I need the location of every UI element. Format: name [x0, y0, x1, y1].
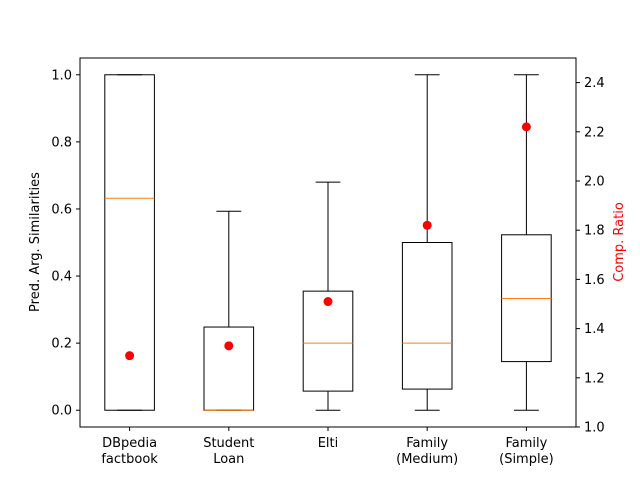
right-axis-ticks: 1.0 1.2 1.4 1.6 1.8 2.0 2.2 2.4: [576, 76, 605, 436]
iqr-box: [203, 326, 255, 411]
left-axis-ticks: 0.0 0.2 0.4 0.6 0.8 1.0: [51, 68, 80, 419]
iqr-box: [104, 74, 155, 411]
box-plot: [501, 74, 552, 411]
y2-tick-label: 1.0: [584, 421, 605, 436]
y2-tick-label: 1.6: [584, 273, 605, 288]
y2-axis-label: Comp. Ratio: [612, 202, 627, 282]
y-tick-label: 0.0: [51, 404, 72, 419]
iqr-box: [401, 242, 453, 390]
iqr-box: [302, 290, 354, 392]
y2-tick-label: 1.2: [584, 371, 605, 386]
x-tick-label: DBpedia factbook: [101, 436, 158, 467]
y2-tick-label: 2.2: [584, 125, 605, 140]
y2-tick-label: 2.0: [584, 175, 605, 190]
y-tick-label: 0.6: [51, 202, 72, 217]
x-tick-label: Family (Simple): [499, 436, 554, 467]
x-tick-label: Student Loan: [203, 436, 254, 467]
x-axis-ticks: DBpedia factbook Student Loan Elti Family (Med…: [101, 427, 554, 467]
y2-tick-label: 1.4: [584, 322, 605, 337]
comp-ratio-point: [125, 351, 135, 361]
boxes-layer: [104, 74, 552, 411]
comp-ratio-markers: [125, 122, 531, 361]
y2-tick-label: 1.8: [584, 224, 605, 239]
box-plot: [203, 210, 255, 411]
x-tick-label: Family (Medium): [396, 436, 458, 467]
comp-ratio-point: [224, 341, 234, 351]
box-plot: [104, 74, 155, 411]
box-plot: [401, 74, 453, 411]
y-tick-label: 0.4: [51, 270, 72, 285]
box-plot: [302, 181, 354, 411]
comp-ratio-point: [422, 220, 432, 230]
comp-ratio-point: [323, 297, 333, 307]
x-tick-label: Elti: [318, 436, 339, 451]
y-tick-label: 0.2: [51, 337, 72, 352]
comp-ratio-point: [521, 122, 531, 132]
y-tick-label: 1.0: [51, 68, 72, 83]
y-axis-label: Pred. Arg. Similarities: [28, 172, 43, 312]
y2-tick-label: 2.4: [584, 76, 605, 91]
y-tick-label: 0.8: [51, 135, 72, 150]
